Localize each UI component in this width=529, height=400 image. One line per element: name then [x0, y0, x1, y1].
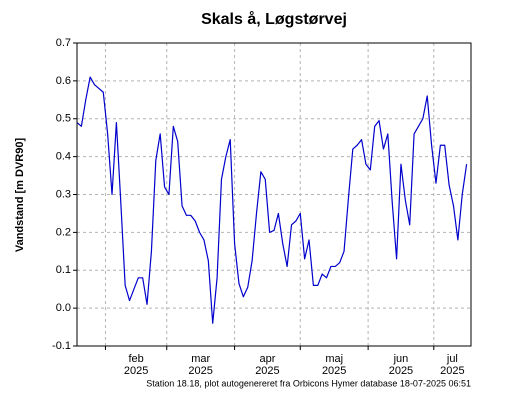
y-tick-label: 0.7: [56, 37, 71, 49]
y-tick-label: 0.3: [56, 188, 71, 200]
plot-area: [77, 43, 471, 346]
x-tick-label: 2025: [188, 365, 212, 377]
x-tick-label: maj: [325, 353, 343, 365]
y-tick-label: 0.1: [56, 264, 71, 276]
x-tick-label: 2025: [389, 365, 413, 377]
x-tick-label: 2025: [255, 365, 279, 377]
plot-frame: [76, 42, 472, 347]
x-tick-label: jul: [446, 353, 458, 365]
x-tick-label: jun: [393, 353, 409, 365]
x-tick-label: feb: [128, 353, 143, 365]
y-tick-label: 0.5: [56, 113, 71, 125]
y-tick-label: 0.2: [56, 226, 71, 238]
x-tick-label: 2025: [440, 365, 464, 377]
x-tick-label: 2025: [124, 365, 148, 377]
x-tick-label: 2025: [322, 365, 346, 377]
x-tick-label: mar: [191, 353, 210, 365]
y-tick-label: 0.6: [56, 75, 71, 87]
y-tick-label: -0.1: [52, 340, 71, 352]
data-line: [76, 76, 468, 324]
x-tick-label: apr: [259, 353, 275, 365]
footnote: Station 18.18, plot autogenereret fra Or…: [146, 378, 471, 388]
y-tick-label: 0.4: [56, 151, 71, 163]
y-tick-label: 0.0: [56, 302, 71, 314]
y-axis-label: Vandstand [m DVR90]: [14, 138, 26, 253]
chart-title: Skals å, Løgstørvej: [201, 10, 347, 28]
